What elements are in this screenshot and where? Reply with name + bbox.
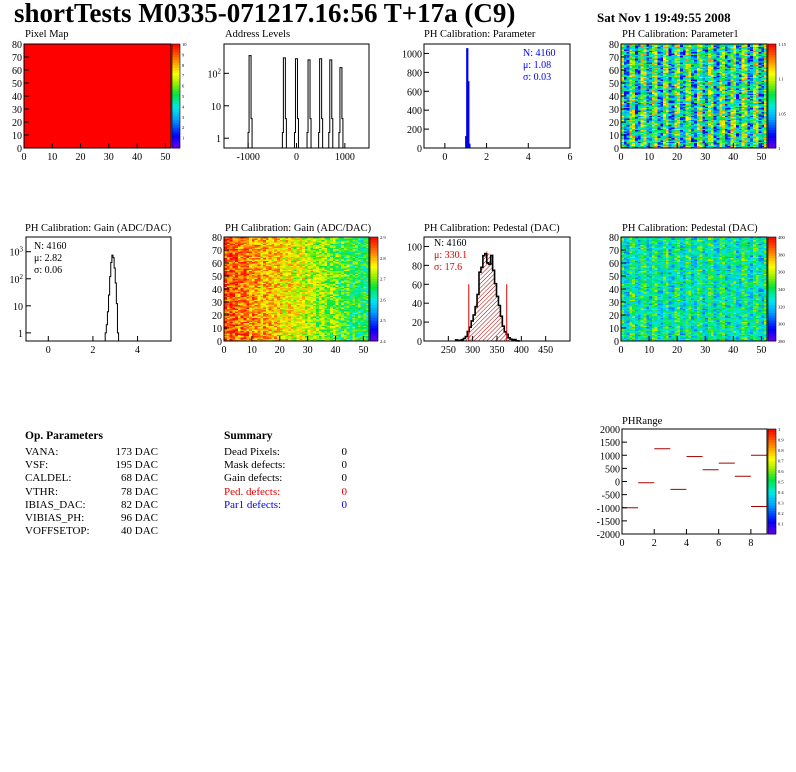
address-peak <box>294 59 298 148</box>
y-tick-label: 50 <box>609 79 619 90</box>
y-tick-label: 0 <box>614 144 619 155</box>
y-tick-label: 1 <box>216 134 221 145</box>
x-tick-label: -1000 <box>236 152 259 163</box>
y-tick-label: 400 <box>407 106 422 117</box>
y-tick-label: 80 <box>609 40 619 51</box>
param-histogram <box>466 49 470 148</box>
x-tick-label: 4 <box>526 152 531 163</box>
x-tick-label: 40 <box>132 152 142 163</box>
heatmap-cells <box>224 237 369 341</box>
address-peak <box>339 68 343 148</box>
x-tick-label: 1000 <box>335 152 355 163</box>
color-palette: 1 2 3 4 5 6 7 8 9 10 <box>172 42 187 149</box>
y-tick-label: 1000 <box>402 49 422 60</box>
y-tick-label: 200 <box>407 125 422 136</box>
plot-frame <box>224 44 369 148</box>
y-tick-label: 10 <box>13 302 23 313</box>
x-tick-label: 4 <box>135 345 140 356</box>
x-tick-label: 20 <box>672 152 682 163</box>
x-tick-label: 40 <box>728 152 738 163</box>
heatmap-fill <box>24 44 171 148</box>
y-tick-label: 102 <box>10 273 24 286</box>
x-tick-label: 10 <box>47 152 57 163</box>
palette-tick-label: 3 <box>182 115 185 120</box>
y-tick-label: 10 <box>12 131 22 142</box>
y-tick-label: 0 <box>17 144 22 155</box>
y-tick-label: 80 <box>12 40 22 51</box>
x-tick-label: 0 <box>46 345 51 356</box>
x-tick-label: 50 <box>756 152 766 163</box>
y-tick-label: 20 <box>609 118 619 129</box>
y-tick-label: 0 <box>417 144 422 155</box>
x-tick-label: 6 <box>568 152 573 163</box>
palette-tick-label: 7 <box>182 73 185 78</box>
y-tick-label: 30 <box>12 105 22 116</box>
palette-tick-label: 8 <box>182 63 185 68</box>
address-levels-plot: -1000 0 1000 1 10 102 <box>208 44 370 163</box>
palette-tick-label: 1.1 <box>778 77 784 82</box>
palette-tick-label: 6 <box>182 84 185 89</box>
x-tick-label: 50 <box>160 152 170 163</box>
y-tick-label: 40 <box>609 92 619 103</box>
y-tick-label: 70 <box>12 53 22 64</box>
y-tick-label: 10 <box>609 131 619 142</box>
palette-tick-label: 4 <box>182 104 185 109</box>
palette-tick-label: 1 <box>778 146 780 151</box>
gain-map-plot: 0 10 20 30 40 50010203040506070802.42.52.62.7… <box>212 233 386 356</box>
address-peak <box>282 58 286 148</box>
palette-tick-label: 2 <box>182 125 184 130</box>
palette-band <box>768 44 776 47</box>
x-tick-label: 10 <box>644 152 654 163</box>
y-tick-label: 103 <box>10 246 24 259</box>
address-peak <box>329 60 333 148</box>
y-tick-label: 70 <box>609 53 619 64</box>
y-tick-label: 800 <box>407 68 422 79</box>
y-tick-label: 102 <box>208 67 222 80</box>
address-peak <box>319 59 323 148</box>
x-tick-label: 0 <box>619 152 624 163</box>
y-tick-label: 1 <box>18 329 23 340</box>
x-tick-label: 0 <box>22 152 27 163</box>
palette-tick-label: 1.05 <box>778 111 787 116</box>
palette-band <box>172 44 180 47</box>
x-tick-label: 30 <box>104 152 114 163</box>
y-tick-label: 600 <box>407 87 422 98</box>
address-peak <box>307 60 311 148</box>
y-tick-label: 40 <box>12 92 22 103</box>
x-tick-label: 0 <box>442 152 447 163</box>
palette-tick-label: 1.15 <box>778 42 787 47</box>
color-palette: 1 1.05 1.1 1.15 <box>768 42 787 151</box>
y-tick-label: 60 <box>609 66 619 77</box>
y-tick-label: 30 <box>609 105 619 116</box>
gain-histogram <box>105 255 118 341</box>
x-tick-label: 30 <box>700 152 710 163</box>
palette-tick-label: 1 <box>182 136 184 141</box>
x-tick-label: 0 <box>294 152 299 163</box>
y-tick-label: 60 <box>12 66 22 77</box>
palette-tick-label: 5 <box>182 94 185 99</box>
x-tick-label: 2 <box>484 152 489 163</box>
y-tick-label: 20 <box>12 118 22 129</box>
x-tick-label: 2 <box>90 345 95 356</box>
palette-tick-label: 9 <box>182 52 185 57</box>
address-peak <box>248 56 252 148</box>
palette-tick-label: 10 <box>182 42 187 47</box>
x-tick-label: 20 <box>76 152 86 163</box>
heatmap-cells <box>621 44 767 148</box>
y-tick-label: 10 <box>211 102 221 113</box>
y-tick-label: 50 <box>12 79 22 90</box>
